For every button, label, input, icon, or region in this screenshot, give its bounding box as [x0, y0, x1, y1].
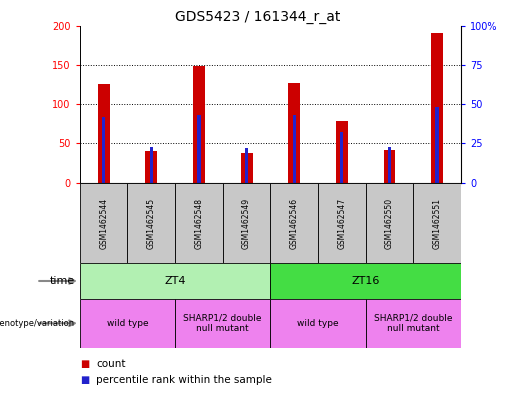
Bar: [384, 150, 396, 183]
Bar: [80, 299, 175, 348]
Text: ■: ■: [80, 375, 89, 385]
Bar: [431, 33, 443, 183]
Bar: [222, 183, 270, 263]
Bar: [413, 183, 461, 263]
Bar: [336, 121, 348, 183]
Bar: [197, 115, 200, 183]
Text: GSM1462549: GSM1462549: [242, 197, 251, 249]
Bar: [388, 147, 391, 183]
Bar: [80, 263, 270, 299]
Text: wild type: wild type: [107, 319, 148, 328]
Text: ZT4: ZT4: [164, 276, 186, 286]
Text: GSM1462545: GSM1462545: [147, 197, 156, 249]
Bar: [193, 66, 205, 183]
Bar: [270, 299, 366, 348]
Bar: [128, 183, 175, 263]
Text: time: time: [49, 276, 75, 286]
Bar: [270, 183, 318, 263]
Bar: [366, 183, 413, 263]
Text: GSM1462547: GSM1462547: [337, 197, 346, 249]
Bar: [288, 83, 300, 183]
Text: genotype/variation: genotype/variation: [0, 319, 75, 328]
Text: GSM1462548: GSM1462548: [195, 198, 203, 248]
Text: ZT16: ZT16: [351, 276, 380, 286]
Bar: [175, 183, 222, 263]
Text: GSM1462544: GSM1462544: [99, 197, 108, 249]
Text: GDS5423 / 161344_r_at: GDS5423 / 161344_r_at: [175, 10, 340, 24]
Bar: [245, 148, 248, 183]
Bar: [293, 115, 296, 183]
Text: wild type: wild type: [297, 319, 339, 328]
Bar: [102, 117, 105, 183]
Bar: [80, 183, 128, 263]
Text: SHARP1/2 double
null mutant: SHARP1/2 double null mutant: [183, 314, 262, 333]
Bar: [175, 299, 270, 348]
Text: ■: ■: [80, 358, 89, 369]
Text: GSM1462550: GSM1462550: [385, 197, 394, 249]
Text: GSM1462546: GSM1462546: [290, 197, 299, 249]
Text: GSM1462551: GSM1462551: [433, 198, 441, 248]
Bar: [98, 84, 110, 183]
Bar: [145, 151, 157, 183]
Bar: [318, 183, 366, 263]
Bar: [340, 132, 344, 183]
Bar: [150, 147, 153, 183]
Bar: [366, 299, 461, 348]
Text: SHARP1/2 double
null mutant: SHARP1/2 double null mutant: [374, 314, 453, 333]
Bar: [436, 107, 439, 183]
Bar: [241, 153, 252, 183]
Text: percentile rank within the sample: percentile rank within the sample: [96, 375, 272, 385]
Text: count: count: [96, 358, 126, 369]
Bar: [270, 263, 461, 299]
